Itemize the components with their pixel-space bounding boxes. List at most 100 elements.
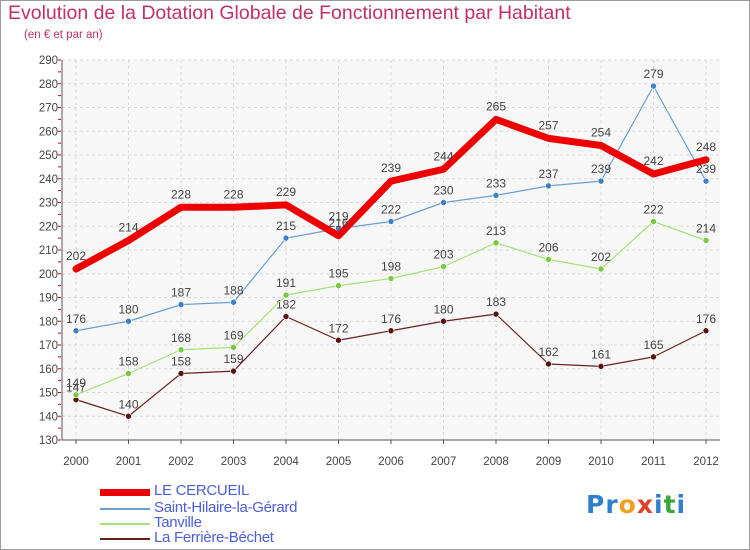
data-point-tanville [282,291,290,299]
data-point-saint-hilaire-la-g-rard [230,298,237,306]
data-label-saint-hilaire-la-g-rard: 239 [591,162,611,176]
data-label-le-cercueil: 254 [591,126,611,140]
data-point-saint-hilaire-la-g-rard [597,177,605,185]
data-label-la-ferri-re-b-chet: 140 [118,397,138,411]
data-point-la-ferri-re-b-chet [440,317,447,325]
data-label-tanville: 203 [433,248,453,262]
data-point-la-ferri-re-b-chet [387,327,395,335]
data-label-tanville: 213 [486,224,506,238]
data-label-le-cercueil: 214 [118,221,138,235]
data-point-la-ferri-re-b-chet [125,412,132,420]
data-point-tanville [72,391,80,399]
legend-label: LE CERCUEIL [154,482,250,499]
data-label-tanville: 222 [643,203,663,217]
data-label-saint-hilaire-la-g-rard: 180 [118,302,138,316]
data-label-le-cercueil: 216 [328,216,348,230]
data-label-tanville: 169 [223,328,243,342]
data-label-la-ferri-re-b-chet: 182 [276,298,296,312]
data-label-le-cercueil: 242 [643,154,663,168]
data-point-la-ferri-re-b-chet [177,370,185,377]
data-label-saint-hilaire-la-g-rard: 188 [223,283,243,297]
y-tick-label: 250 [39,150,58,162]
x-tick-label: 2007 [431,456,457,468]
data-label-tanville: 195 [328,267,348,281]
x-tick-label: 2008 [483,456,509,468]
data-label-saint-hilaire-la-g-rard: 237 [538,167,558,181]
data-label-le-cercueil: 244 [433,149,453,163]
data-point-la-ferri-re-b-chet [702,327,710,335]
data-label-le-cercueil: 248 [696,140,716,154]
y-tick-label: 270 [39,103,58,115]
data-label-la-ferri-re-b-chet: 158 [171,355,191,369]
data-label-le-cercueil: 228 [223,187,243,201]
data-point-saint-hilaire-la-g-rard [650,82,657,90]
data-label-saint-hilaire-la-g-rard: 215 [276,219,296,233]
y-tick-label: 170 [39,340,58,352]
data-point-la-ferri-re-b-chet [650,353,657,361]
data-label-saint-hilaire-la-g-rard: 187 [171,286,191,300]
data-label-le-cercueil: 257 [538,118,558,132]
data-label-la-ferri-re-b-chet: 161 [591,347,611,361]
chart-title: Evolution de la Dotation Globale de Fonc… [8,2,571,24]
data-label-saint-hilaire-la-g-rard: 233 [486,176,506,190]
data-point-tanville [125,370,132,377]
data-point-saint-hilaire-la-g-rard [702,177,710,185]
y-tick-label: 220 [39,221,58,233]
data-label-le-cercueil: 228 [171,187,191,201]
data-label-tanville: 214 [696,222,716,236]
y-tick-label: 290 [39,55,58,67]
y-tick-label: 180 [39,316,58,328]
data-label-le-cercueil: 265 [486,99,506,113]
data-point-tanville [492,239,500,247]
y-tick-label: 160 [39,364,58,376]
y-tick-label: 210 [39,245,58,257]
x-tick-label: 2001 [116,456,142,468]
data-point-saint-hilaire-la-g-rard [545,182,552,190]
data-label-le-cercueil: 202 [66,249,86,263]
data-label-saint-hilaire-la-g-rard: 230 [433,184,453,198]
y-tick-label: 260 [39,126,58,138]
data-point-la-ferri-re-b-chet [230,367,237,375]
data-point-tanville [440,263,447,270]
data-point-saint-hilaire-la-g-rard [177,301,185,308]
data-label-tanville: 202 [591,250,611,264]
x-tick-label: 2000 [63,456,89,468]
legend-swatch-saint-hilaire [100,508,150,510]
data-point-saint-hilaire-la-g-rard [72,327,80,335]
data-point-tanville [545,256,552,263]
y-tick-label: 150 [39,388,58,400]
data-point-saint-hilaire-la-g-rard [440,199,447,206]
data-label-tanville: 198 [381,260,401,274]
data-label-saint-hilaire-la-g-rard: 222 [381,203,401,217]
data-point-tanville [177,346,185,354]
data-point-tanville [335,282,342,289]
data-label-la-ferri-re-b-chet: 147 [66,381,86,395]
data-label-saint-hilaire-la-g-rard: 219 [328,210,348,224]
data-label-saint-hilaire-la-g-rard: 176 [66,312,86,326]
data-label-la-ferri-re-b-chet: 176 [381,312,401,326]
data-point-la-ferri-re-b-chet [545,360,552,368]
x-tick-label: 2004 [273,456,299,468]
x-tick-label: 2012 [693,456,719,468]
data-point-la-ferri-re-b-chet [282,313,290,320]
legend-label: Saint-Hilaire-la-Gérard [154,499,298,516]
data-label-tanville: 158 [118,355,138,369]
x-tick-label: 2011 [641,456,666,468]
y-tick-label: 240 [39,174,58,186]
series-line-le-cercueil [72,115,710,273]
data-point-tanville [597,265,605,273]
y-tick-label: 190 [39,293,58,305]
data-label-la-ferri-re-b-chet: 159 [223,352,243,366]
y-tick-label: 130 [39,435,58,447]
data-label-la-ferri-re-b-chet: 172 [328,321,348,335]
y-tick-label: 140 [39,411,58,423]
y-tick-label: 200 [39,269,58,281]
data-label-la-ferri-re-b-chet: 180 [433,302,453,316]
x-tick-label: 2006 [378,456,404,468]
chart-subtitle: (en € et par an) [24,29,103,41]
legend-swatch-tanville [100,523,150,525]
proxiti-logo: Proxiti [586,490,687,519]
legend-swatch-la-ferriere [100,538,150,540]
data-point-saint-hilaire-la-g-rard [282,234,290,242]
data-point-la-ferri-re-b-chet [335,336,342,344]
